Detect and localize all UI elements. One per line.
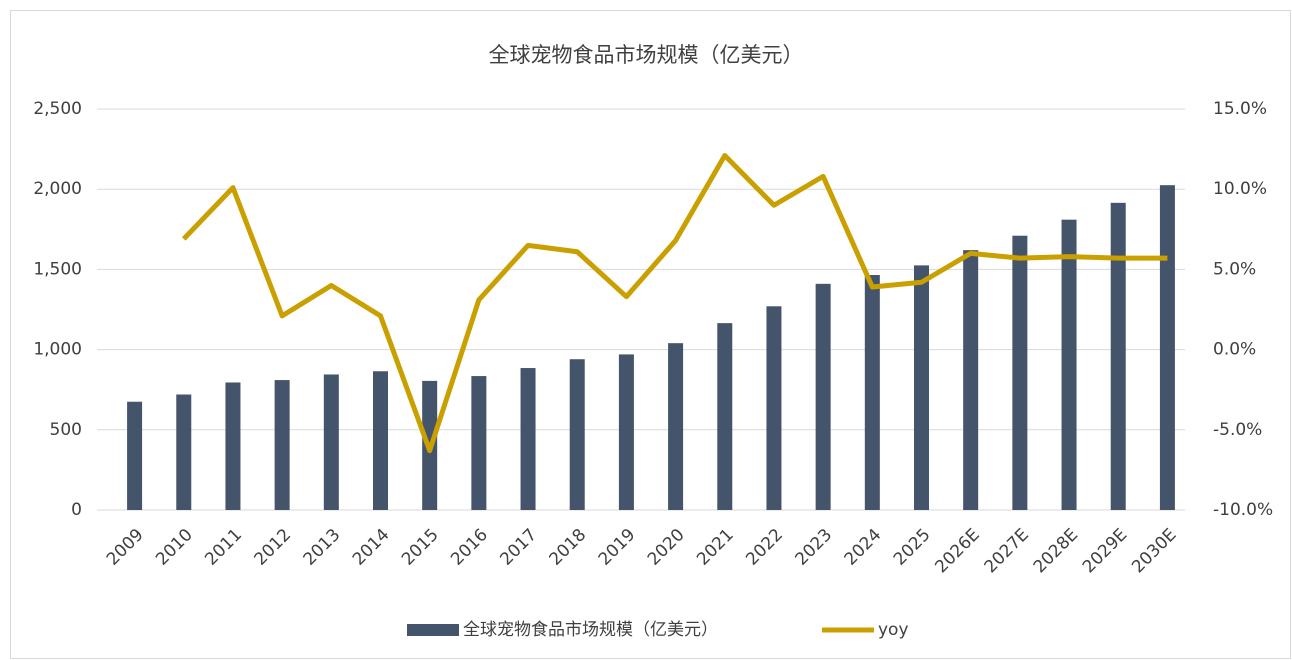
- y-tick-label: 1,500: [33, 259, 82, 279]
- bar: [176, 394, 192, 510]
- bar: [225, 382, 241, 510]
- bar: [618, 354, 634, 510]
- line: [181, 153, 1168, 454]
- bar: [274, 380, 290, 510]
- y2-tick-label: 5.0%: [1213, 259, 1256, 279]
- legend-swatch: [407, 624, 459, 636]
- y-tick-label: 1,000: [33, 340, 82, 360]
- y-tick-label: 500: [50, 420, 82, 440]
- chart-border: [10, 10, 1291, 659]
- bar: [127, 401, 143, 510]
- bar: [1159, 185, 1175, 510]
- y-tick-label: 2,500: [33, 99, 82, 119]
- y2-tick-label: 15.0%: [1213, 99, 1267, 119]
- bar: [1012, 235, 1028, 510]
- bar: [815, 283, 831, 510]
- bar: [668, 343, 684, 510]
- bar: [717, 323, 733, 510]
- bar: [520, 368, 536, 510]
- y-tick-label: 2,000: [33, 179, 82, 199]
- bar: [1061, 219, 1077, 510]
- bar: [1110, 202, 1126, 511]
- y2-tick-label: -10.0%: [1213, 500, 1273, 520]
- legend-label: 全球宠物食品市场规模（亿美元）: [463, 620, 718, 640]
- bar: [471, 376, 487, 510]
- chart-title: 全球宠物食品市场规模（亿美元）: [489, 43, 804, 67]
- bar: [864, 275, 880, 510]
- bar: [323, 374, 339, 510]
- bar: [914, 265, 929, 510]
- bar: [373, 371, 388, 510]
- y2-tick-label: 0.0%: [1213, 340, 1256, 360]
- y2-tick-label: 10.0%: [1213, 179, 1267, 199]
- legend-label: yoy: [878, 620, 909, 640]
- bar: [569, 359, 585, 510]
- bar: [963, 250, 979, 511]
- y-tick-label: 0: [71, 500, 82, 520]
- y2-tick-label: -5.0%: [1213, 420, 1262, 440]
- bar: [766, 306, 782, 510]
